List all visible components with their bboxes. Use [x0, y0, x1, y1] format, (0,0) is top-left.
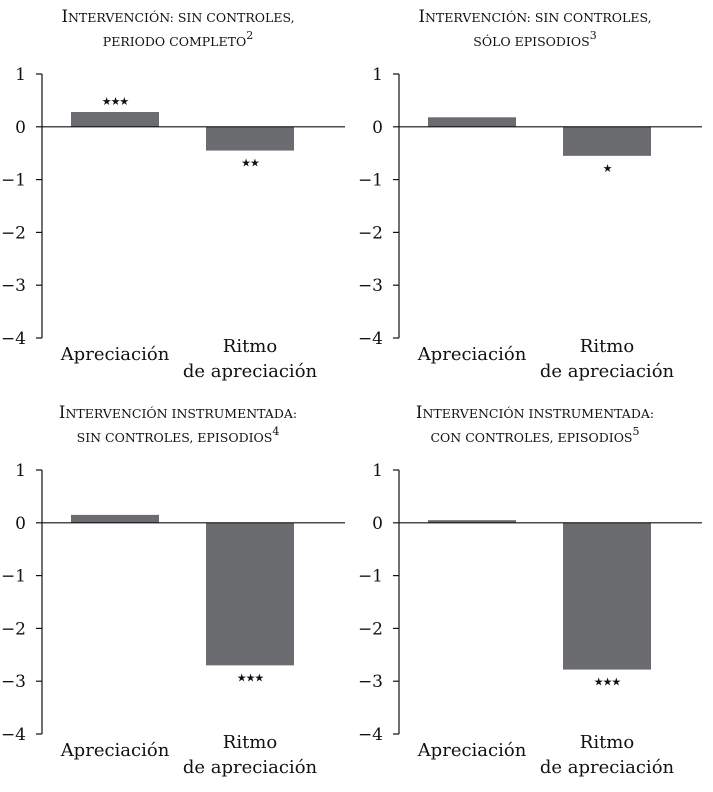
y-tick-label: −3	[358, 672, 383, 692]
chart-title-line-1: INTERVENCIÓN: SIN CONTROLES,	[61, 7, 294, 26]
bar-apreciacion	[428, 117, 516, 127]
y-tick-label: 1	[372, 461, 383, 481]
x-category-label: de apreciación	[183, 757, 318, 778]
y-tick-label: −3	[358, 276, 383, 296]
x-category-label: Ritmo	[223, 336, 277, 357]
x-category-label: de apreciación	[540, 757, 675, 778]
chart-panel-4: INTERVENCIÓN INSTRUMENTADA: CON CONTROLES…	[357, 396, 713, 792]
x-category-label: Apreciación	[60, 344, 170, 365]
y-tick-label: −4	[358, 725, 383, 745]
significance-stars: ★★★	[102, 95, 130, 108]
x-category-label: Apreciación	[417, 740, 527, 761]
x-category-label: de apreciación	[540, 361, 675, 382]
y-tick-label: −4	[1, 725, 26, 745]
y-tick-label: −1	[1, 171, 26, 191]
y-tick-label: 1	[15, 65, 26, 85]
x-category-label: de apreciación	[183, 361, 318, 382]
y-tick-label: 1	[15, 461, 26, 481]
chart-panel-3: INTERVENCIÓN INSTRUMENTADA: SIN CONTROLES…	[0, 396, 356, 792]
chart-title-line-2: SÓLO EPISODIOS3	[473, 29, 596, 49]
chart-2-svg: INTERVENCIÓN: SIN CONTROLES, SÓLO EPISODI…	[358, 7, 702, 382]
bar-apreciacion	[428, 520, 516, 523]
y-tick-label: −1	[358, 567, 383, 587]
x-category-label: Ritmo	[580, 336, 634, 357]
y-tick-label: −3	[1, 672, 26, 692]
significance-stars: ★★★	[237, 671, 265, 684]
y-tick-label: −2	[1, 223, 26, 243]
chart-title-line-1: INTERVENCIÓN INSTRUMENTADA:	[416, 403, 654, 422]
y-tick-label: 0	[15, 118, 26, 138]
chart-title-line-2: PERIODO COMPLETO2	[103, 29, 253, 49]
bar-apreciacion	[71, 112, 159, 127]
bar-apreciacion	[71, 514, 159, 523]
y-tick-label: 0	[15, 514, 26, 534]
bar-ritmo-de-apreciacion	[563, 126, 651, 156]
y-tick-label: 1	[372, 65, 383, 85]
bar-ritmo-de-apreciacion	[206, 522, 294, 666]
x-category-label: Apreciación	[60, 740, 170, 761]
y-tick-label: 0	[372, 118, 383, 138]
chart-title-line-1: INTERVENCIÓN INSTRUMENTADA:	[59, 403, 297, 422]
x-category-label: Ritmo	[223, 732, 277, 753]
bar-ritmo-de-apreciacion	[206, 126, 294, 151]
significance-stars: ★	[603, 162, 613, 175]
chart-panel-1: INTERVENCIÓN: SIN CONTROLES, PERIODO COMP…	[0, 0, 356, 396]
y-tick-label: −2	[358, 619, 383, 639]
y-tick-label: −4	[1, 329, 26, 349]
chart-panel-2: INTERVENCIÓN: SIN CONTROLES, SÓLO EPISODI…	[357, 0, 713, 396]
significance-stars: ★★	[241, 157, 260, 170]
x-category-label: Ritmo	[580, 732, 634, 753]
y-tick-label: −1	[358, 171, 383, 191]
chart-title-line-1: INTERVENCIÓN: SIN CONTROLES,	[418, 7, 651, 26]
y-tick-label: −3	[1, 276, 26, 296]
significance-stars: ★★★	[594, 676, 622, 689]
chart-title-line-2: SIN CONTROLES, EPISODIOS4	[77, 425, 280, 445]
y-tick-label: 0	[372, 514, 383, 534]
y-tick-label: −1	[1, 567, 26, 587]
y-tick-label: −4	[358, 329, 383, 349]
x-category-label: Apreciación	[417, 344, 527, 365]
chart-title-line-2: CON CONTROLES, EPISODIOS5	[430, 425, 639, 445]
chart-1-svg: INTERVENCIÓN: SIN CONTROLES, PERIODO COMP…	[1, 7, 345, 382]
chart-3-svg: INTERVENCIÓN INSTRUMENTADA: SIN CONTROLES…	[1, 403, 345, 778]
bar-ritmo-de-apreciacion	[563, 522, 651, 670]
y-tick-label: −2	[358, 223, 383, 243]
y-tick-label: −2	[1, 619, 26, 639]
chart-4-svg: INTERVENCIÓN INSTRUMENTADA: CON CONTROLES…	[358, 403, 702, 778]
